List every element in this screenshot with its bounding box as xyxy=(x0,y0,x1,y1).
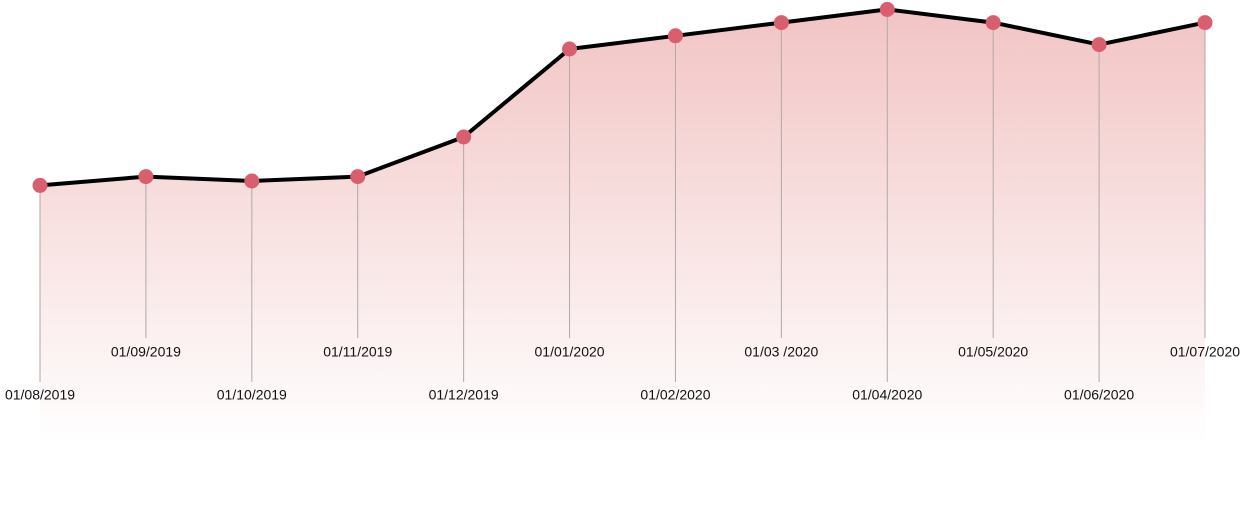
x-tick-label: 01/05/2020 xyxy=(958,344,1028,360)
x-tick-label: 01/11/2019 xyxy=(323,344,392,360)
point xyxy=(1197,15,1213,31)
point xyxy=(562,41,578,57)
point xyxy=(773,15,789,31)
point xyxy=(138,169,154,185)
point xyxy=(456,129,472,145)
x-tick-label: 01/02/2020 xyxy=(640,387,710,403)
x-tick-label: 01/12/2019 xyxy=(429,387,499,403)
point xyxy=(1091,37,1107,53)
point xyxy=(32,177,48,193)
line xyxy=(39,7,1206,188)
point xyxy=(879,1,895,17)
x-tick-label: 01/09/2019 xyxy=(111,344,181,360)
x-tick-label: 01/03 /2020 xyxy=(744,344,818,360)
point xyxy=(985,15,1001,31)
point xyxy=(350,169,366,185)
x-tick-label: 01/10/2019 xyxy=(217,387,287,403)
x-tick-label: 01/06/2020 xyxy=(1064,387,1134,403)
point xyxy=(667,28,683,44)
x-tick-label: 01/01/2020 xyxy=(535,344,605,360)
x-tick-label: 01/08/2019 xyxy=(5,387,75,403)
point xyxy=(244,173,260,189)
x-tick-label: 01/04/2020 xyxy=(852,387,922,403)
area xyxy=(40,9,1205,446)
x-tick-label: 01/07/2020 xyxy=(1170,344,1240,360)
